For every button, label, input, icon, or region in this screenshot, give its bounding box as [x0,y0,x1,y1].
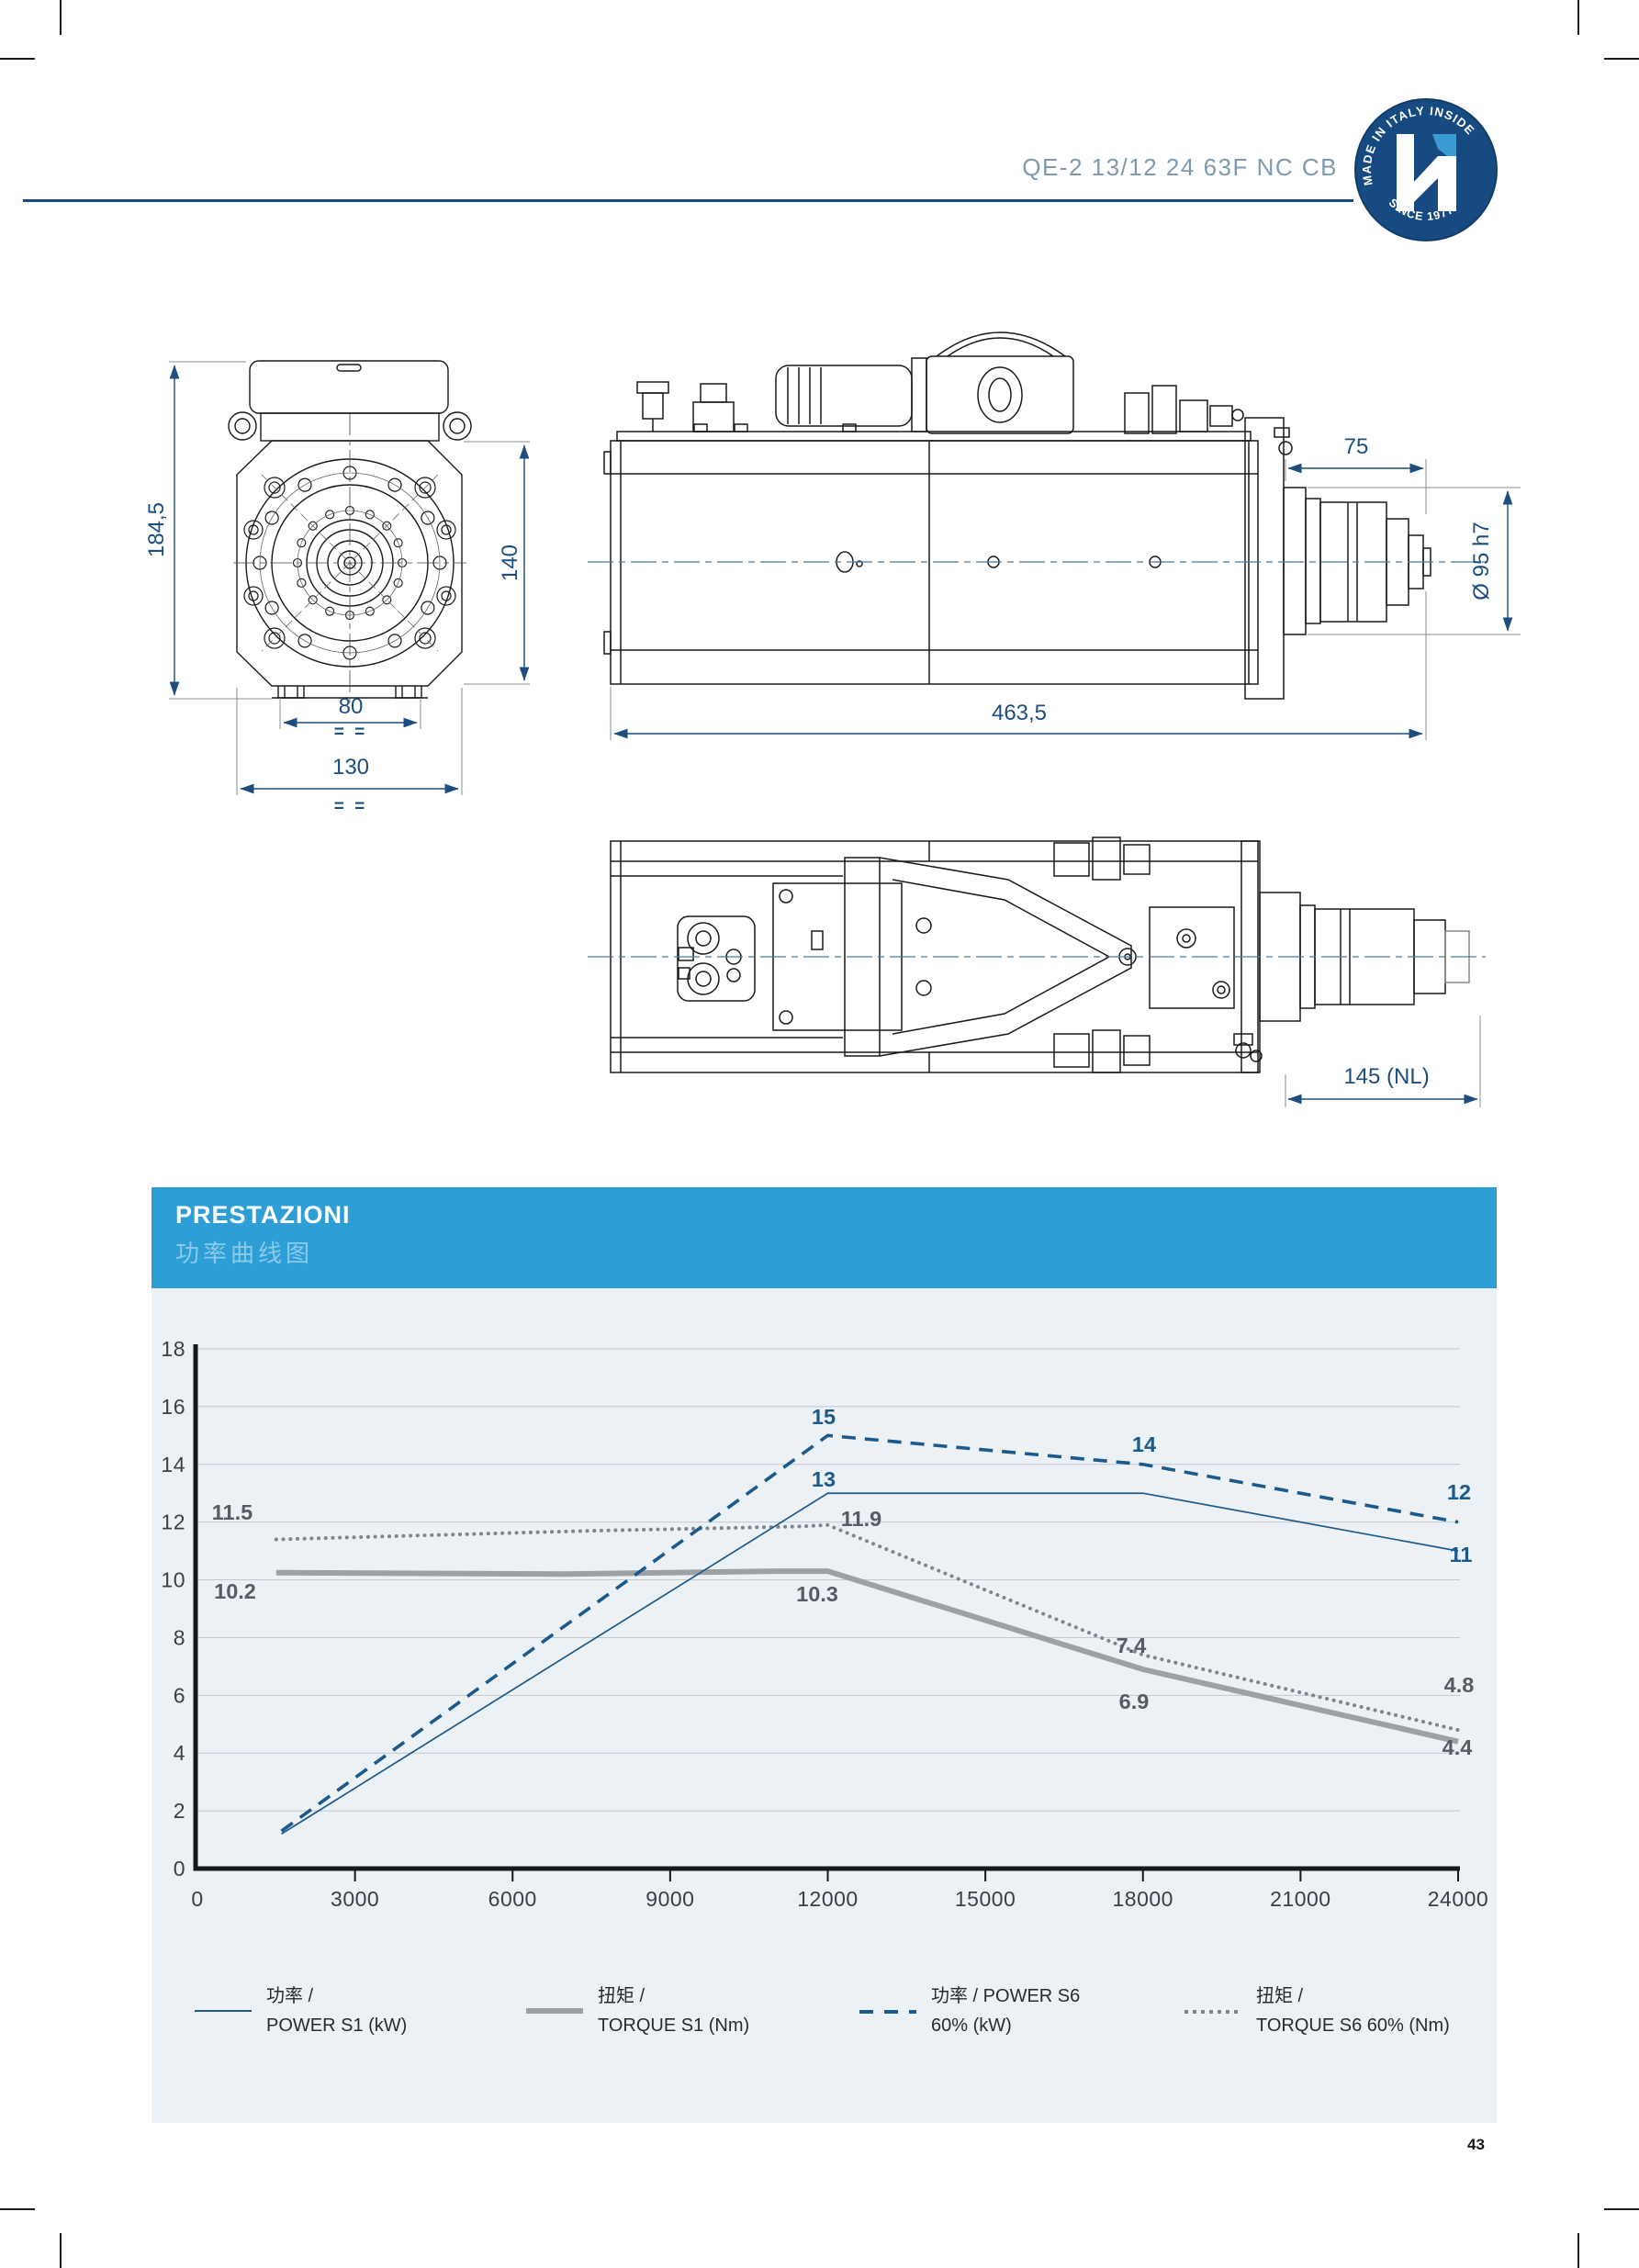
y-tick-label: 14 [161,1453,185,1476]
chart-panel [152,1288,1497,2123]
y-tick-label: 18 [161,1337,185,1361]
dim-label-slot: 80 [338,694,364,719]
hsd-h-logo-icon [1397,134,1456,211]
made-in-italy-badge-icon: MADE IN ITALY INSIDE SINCE 1977 [1354,98,1498,241]
side-view-drawing [588,331,1521,740]
annotation-4.8: 4.8 [1444,1673,1475,1697]
x-tick-label: 12000 [797,1887,858,1911]
dim-label-shaft-diameter: Ø 95 h7 [1469,522,1494,601]
legend-label: 功率 / POWER S6 [931,1986,1081,2006]
front-dimensions [169,361,530,795]
annotation-11: 11 [1450,1543,1473,1566]
front-view-drawing [169,360,530,795]
y-tick-label: 8 [174,1625,185,1649]
annotation-6.9: 6.9 [1119,1690,1150,1713]
dim-label-nose: 75 [1343,434,1369,459]
legend-swatch-solid-thick [526,2008,583,2014]
annotation-7.4: 7.4 [1117,1634,1147,1657]
crop-mark [1604,2208,1639,2210]
side-dimensions [610,459,1521,740]
x-tick-label: 24000 [1428,1887,1488,1911]
crop-mark [60,0,62,35]
series-power_s1 [281,1492,1459,1835]
corner-screws [243,477,456,649]
x-tick-label: 6000 [488,1887,537,1911]
legend-swatch-dotted [1184,2010,1241,2014]
annotation-14: 14 [1132,1432,1156,1456]
x-tick-label: 0 [191,1887,203,1911]
performance-chart: 0 3000 6000 9000 12000 15000 18000 21000 24000 0 2… [161,1337,1488,1911]
y-tick-label: 10 [161,1568,185,1592]
header-divider [23,199,1353,202]
crop-mark [60,2233,62,2268]
section-subtitle: 功率曲线图 [175,1240,314,1267]
y-tick-label: 0 [174,1857,185,1881]
section-header-prestazioni: PRESTAZIONI 功率曲线图 [152,1187,1497,1288]
legend-label: TORQUE S1 (Nm) [598,2015,750,2036]
annotation-4.4: 4.4 [1443,1735,1473,1759]
legend-item-power-s1: 功率 / POWER S1 (kW) [195,1982,407,2040]
crop-mark [1577,0,1579,35]
annotation-11.9: 11.9 [841,1507,881,1531]
top-dimensions [1285,1016,1481,1107]
symmetry-mark: = = [333,723,368,742]
top-view-drawing [588,836,1486,1107]
crop-mark [1577,2233,1579,2268]
dim-label-nose-length: 145 (NL) [1343,1064,1430,1089]
annotation-10.3: 10.3 [796,1582,838,1606]
legend-label: 60% (kW) [931,2015,1012,2036]
y-tick-label: 2 [174,1799,185,1823]
legend-item-power-s6: 功率 / POWER S6 60% (kW) [859,1982,1080,2040]
y-tick-label: 12 [161,1510,185,1534]
legend-swatch-dashed [859,2010,916,2014]
legend-item-torque-s6: 扭矩 / TORQUE S6 60% (Nm) [1184,1982,1450,2040]
section-title: PRESTAZIONI [175,1201,351,1229]
y-tick-label: 4 [174,1741,185,1765]
x-tick-label: 3000 [331,1887,379,1911]
annotation-10.2: 10.2 [214,1579,256,1603]
annotation-13: 13 [812,1467,836,1491]
y-tick-label: 6 [174,1683,185,1707]
x-tick-label: 15000 [955,1887,1016,1911]
series-power_s6 [280,1433,1459,1833]
dim-label-width: 130 [331,755,370,780]
dim-label-flange: 140 [498,544,522,582]
legend-item-torque-s1: 扭矩 / TORQUE S1 (Nm) [526,1982,749,2040]
legend-label: TORQUE S6 60% (Nm) [1256,2015,1450,2036]
crop-mark [0,58,35,60]
legend-label: 功率 / [266,1986,314,2006]
x-tick-label: 9000 [645,1887,694,1911]
dim-label-length: 463,5 [991,701,1048,725]
legend-label: 扭矩 / [1256,1986,1304,2006]
annotation-12: 12 [1447,1480,1471,1504]
page-number: 43 [1467,2136,1485,2153]
symmetry-mark: = = [333,797,368,816]
legend-swatch-solid-thin [195,2010,252,2012]
series-torque_s1 [275,1568,1459,1745]
crop-mark [1604,58,1639,60]
x-tick-label: 21000 [1270,1887,1330,1911]
dim-label-height: 184,5 [144,501,169,558]
crop-mark [0,2208,35,2210]
series-torque_s6 [274,1522,1460,1733]
annotation-15: 15 [812,1405,836,1429]
x-tick-label: 18000 [1113,1887,1173,1911]
legend-label: 扭矩 / [598,1986,645,2006]
page-title: QE-2 13/12 24 63F NC CB [1022,153,1338,181]
annotation-11.5: 11.5 [212,1500,253,1524]
legend-label: POWER S1 (kW) [266,2015,408,2036]
y-tick-label: 16 [161,1395,185,1419]
